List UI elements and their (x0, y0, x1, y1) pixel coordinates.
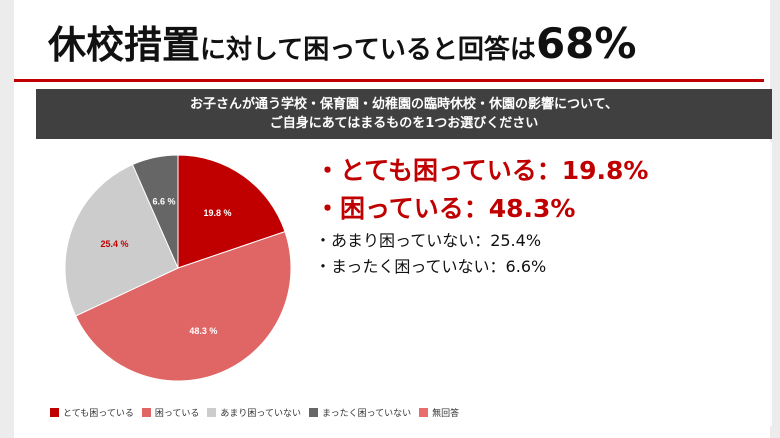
title-divider (14, 79, 764, 82)
headline: 休校措置に対して困っていると回答は68% (48, 14, 636, 69)
pie-slice-3 (131, 154, 179, 269)
legend-swatch-3 (308, 408, 318, 417)
pie-slice-1 (74, 230, 292, 382)
pie-slice-2 (64, 163, 179, 317)
legend-item-4: 無回答 (419, 406, 459, 419)
headline-percentage: 68% (535, 19, 637, 68)
question-banner: お子さんが通う学校・保育園・幼稚園の臨時休校・休園の影響について、 ご自身にあて… (36, 89, 772, 139)
pie-label-0: 19.8 % (203, 208, 231, 218)
pie-slice-0 (177, 154, 286, 269)
chart-panel: 19.8 % 48.3 % 25.4 % 6.6 % とても困っている 困っている あまり… (30, 142, 772, 426)
legend-swatch-1 (141, 408, 151, 417)
callout-0: ・とても困っている：19.8% (315, 156, 649, 185)
legend-item-1: 困っている (141, 406, 200, 419)
headline-part1: 休校措置 (48, 23, 201, 67)
callout-1: ・困っている：48.3% (315, 194, 576, 223)
callout-2: ・あまり困っていない：25.4% (315, 231, 542, 250)
legend-swatch-0 (50, 408, 59, 417)
legend-label-0: とても困っている (63, 409, 134, 419)
pie-label-3: 6.6 % (153, 197, 176, 207)
pie-chart: 19.8 % 48.3 % 25.4 % 6.6 % (64, 154, 292, 382)
headline-part2: に対して困っていると回答は (200, 35, 536, 65)
result-callouts: ・とても困っている：19.8% ・困っている：48.3% ・あまり困っていない：25… (315, 152, 755, 280)
pie-label-2: 25.4 % (101, 239, 129, 249)
question-line-1: お子さんが通う学校・保育園・幼稚園の臨時休校・休園の影響について、 (190, 97, 618, 112)
pie-label-1: 48.3 % (189, 326, 217, 336)
legend-label-4: 無回答 (432, 409, 460, 419)
legend-label-2: あまり困っていない (220, 409, 301, 419)
legend-label-1: 困っている (154, 409, 200, 419)
legend-label-3: まったく困っていない (321, 409, 412, 419)
question-line-2: ご自身にあてはまるものを1つお選びください (269, 116, 539, 131)
legend-item-2: あまり困っていない (207, 406, 301, 419)
legend-item-0: とても困っている (50, 406, 134, 419)
legend-item-3: まったく困っていない (308, 406, 412, 419)
callout-3: ・まったく困っていない：6.6% (315, 257, 547, 276)
legend-swatch-4 (419, 408, 429, 417)
legend-swatch-2 (207, 408, 217, 417)
chart-legend: とても困っている 困っている あまり困っていない まったく困っていない 無回答 (50, 406, 459, 419)
